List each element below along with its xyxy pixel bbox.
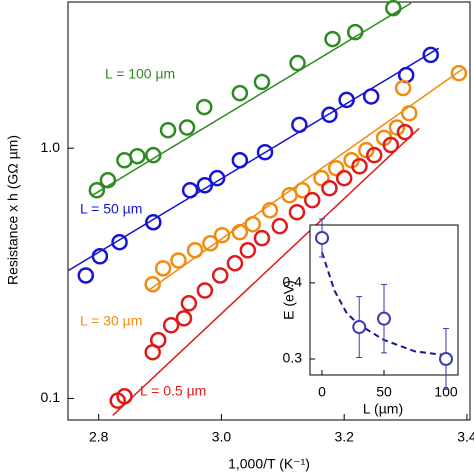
x-tick-label: 2.8 bbox=[89, 429, 109, 445]
series-label: L = 0.5 µm bbox=[140, 383, 206, 399]
y-axis-label: Resistance x h (GΩ µm) bbox=[5, 135, 21, 285]
data-point bbox=[400, 104, 418, 122]
data-point bbox=[253, 73, 271, 91]
data-point bbox=[178, 119, 196, 136]
data-point bbox=[116, 388, 133, 405]
y-tick-label: 0.4 bbox=[283, 274, 303, 290]
data-point bbox=[335, 169, 353, 187]
fit-line bbox=[112, 127, 420, 417]
data-point bbox=[231, 152, 249, 169]
data-point bbox=[186, 242, 204, 259]
data-point bbox=[366, 146, 383, 164]
data-point bbox=[450, 64, 468, 82]
x-axis-label: L (µm) bbox=[363, 401, 403, 417]
data-point bbox=[321, 179, 338, 197]
data-point bbox=[396, 123, 414, 141]
y-tick-label: 0.3 bbox=[283, 350, 303, 366]
data-point bbox=[202, 235, 219, 252]
data-point bbox=[394, 79, 412, 97]
x-tick-label: 3.2 bbox=[334, 429, 354, 445]
data-point bbox=[159, 121, 177, 139]
series-label: L = 30 µm bbox=[80, 313, 142, 329]
x-tick-label: 100 bbox=[434, 384, 458, 400]
fit-line bbox=[68, 47, 440, 271]
y-tick-label: 1.0 bbox=[41, 139, 61, 155]
data-point bbox=[208, 169, 226, 187]
data-point bbox=[181, 182, 199, 199]
x-tick-label: 50 bbox=[376, 384, 392, 400]
data-point bbox=[352, 320, 367, 335]
data-point bbox=[261, 202, 279, 219]
data-point bbox=[244, 215, 261, 233]
data-point bbox=[294, 182, 311, 199]
y-axis-label: E (eV) bbox=[281, 280, 297, 320]
data-point bbox=[211, 267, 229, 284]
data-point bbox=[256, 143, 274, 161]
data-point bbox=[351, 158, 368, 175]
data-point bbox=[382, 136, 400, 154]
x-tick-label: 3.0 bbox=[212, 429, 232, 445]
data-point bbox=[91, 248, 109, 265]
data-point bbox=[145, 146, 162, 164]
data-point bbox=[388, 119, 406, 136]
data-point bbox=[253, 229, 271, 247]
series-label: L = 100 µm bbox=[105, 66, 175, 82]
data-point bbox=[170, 252, 187, 269]
data-point bbox=[289, 54, 306, 72]
data-point bbox=[385, 0, 402, 17]
data-point bbox=[175, 310, 193, 327]
data-point bbox=[338, 91, 355, 109]
data-point bbox=[144, 275, 161, 293]
data-point bbox=[327, 159, 345, 177]
x-tick-label: 0 bbox=[318, 384, 326, 400]
y-tick-label: 0.1 bbox=[41, 389, 61, 405]
data-point bbox=[149, 331, 167, 349]
data-point bbox=[145, 213, 162, 231]
data-point bbox=[99, 171, 117, 189]
data-point bbox=[346, 23, 364, 41]
data-point bbox=[111, 233, 128, 251]
data-point bbox=[226, 254, 244, 272]
data-point bbox=[154, 260, 172, 277]
data-point bbox=[324, 30, 341, 48]
data-point bbox=[231, 84, 249, 102]
data-point bbox=[321, 106, 338, 124]
fit-line bbox=[92, 2, 412, 196]
data-point bbox=[162, 317, 180, 334]
data-point bbox=[213, 226, 231, 244]
data-point bbox=[196, 177, 214, 194]
data-point bbox=[88, 182, 106, 199]
data-point bbox=[77, 267, 95, 284]
data-point bbox=[291, 116, 308, 134]
data-point bbox=[231, 223, 249, 241]
data-point bbox=[438, 352, 453, 367]
data-point bbox=[362, 88, 380, 105]
data-point bbox=[422, 46, 439, 64]
x-tick-label: 3.4 bbox=[457, 429, 474, 445]
data-point bbox=[315, 230, 330, 245]
x-axis-label: 1,000/T (K⁻¹) bbox=[228, 456, 310, 472]
series-label: L = 50 µm bbox=[80, 201, 142, 217]
data-point bbox=[180, 295, 198, 312]
data-point bbox=[304, 191, 321, 209]
data-point bbox=[196, 282, 214, 299]
data-point bbox=[313, 169, 330, 187]
data-point bbox=[271, 217, 288, 235]
data-point bbox=[288, 203, 306, 221]
data-point bbox=[129, 147, 146, 165]
data-point bbox=[239, 242, 257, 259]
data-point bbox=[377, 311, 391, 326]
data-point bbox=[196, 98, 213, 116]
